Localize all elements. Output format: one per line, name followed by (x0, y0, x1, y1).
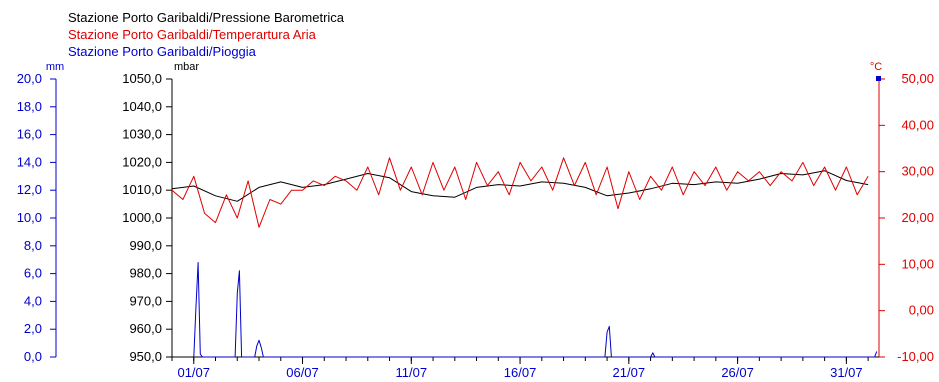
legend-entry-pressure: Stazione Porto Garibaldi/Pressione Barom… (68, 10, 345, 25)
rain-tick-label: 8,0 (24, 238, 42, 253)
pressure-tick-label: 960,0 (129, 321, 162, 336)
rain-tick-label: 16,0 (17, 127, 42, 142)
pressure-tick-label: 950,0 (129, 349, 162, 364)
pressure-tick-label: 1030,0 (122, 127, 162, 142)
rain-tick-label: 14,0 (17, 154, 42, 169)
x-tick-label: 31/07 (830, 365, 863, 380)
temperature-tick-label: 50,00 (901, 71, 934, 86)
pressure-tick-label: 970,0 (129, 293, 162, 308)
pressure-series-line (171, 170, 869, 202)
rain-tick-label: 20,0 (17, 71, 42, 86)
rain-tick-label: 12,0 (17, 182, 42, 197)
pressure-tick-label: 1010,0 (122, 182, 162, 197)
rain-tick-label: 4,0 (24, 293, 42, 308)
x-tick-label: 26/07 (721, 365, 754, 380)
rain-tick-label: 2,0 (24, 321, 42, 336)
temperature-tick-label: 10,00 (901, 256, 934, 271)
legend-entry-temperature: Stazione Porto Garibaldi/Temperartura Ar… (68, 27, 316, 42)
rain-axis-unit: mm (46, 61, 64, 73)
pressure-tick-label: 980,0 (129, 266, 162, 281)
x-tick-label: 21/07 (613, 365, 646, 380)
temperature-tick-label: 20,00 (901, 210, 934, 225)
x-tick-label: 06/07 (286, 365, 319, 380)
pressure-tick-label: 1020,0 (122, 154, 162, 169)
temperature-axis-unit: °C (870, 61, 882, 73)
x-tick-label: 01/07 (177, 365, 210, 380)
rain-series-line (193, 262, 878, 358)
pressure-tick-label: 1050,0 (122, 71, 162, 86)
rain-tick-label: 18,0 (17, 99, 42, 114)
x-tick-label: 16/07 (504, 365, 537, 380)
pressure-tick-label: 1040,0 (122, 99, 162, 114)
pressure-axis-unit: mbar (174, 61, 199, 73)
rain-tick-label: 10,0 (17, 210, 42, 225)
legend-entry-rain: Stazione Porto Garibaldi/Pioggia (68, 44, 256, 59)
temperature-series-line (171, 157, 869, 228)
temperature-tick-label: 40,00 (901, 117, 934, 132)
pressure-tick-label: 1000,0 (122, 210, 162, 225)
pressure-tick-label: 990,0 (129, 238, 162, 253)
rain-tick-label: 6,0 (24, 266, 42, 281)
end-marker (876, 76, 881, 81)
rain-tick-label: 0,0 (24, 349, 42, 364)
temperature-tick-label: 30,00 (901, 164, 934, 179)
x-tick-label: 11/07 (396, 365, 428, 380)
temperature-tick-label: -10,00 (897, 349, 934, 364)
temperature-tick-label: 0,00 (909, 303, 934, 318)
